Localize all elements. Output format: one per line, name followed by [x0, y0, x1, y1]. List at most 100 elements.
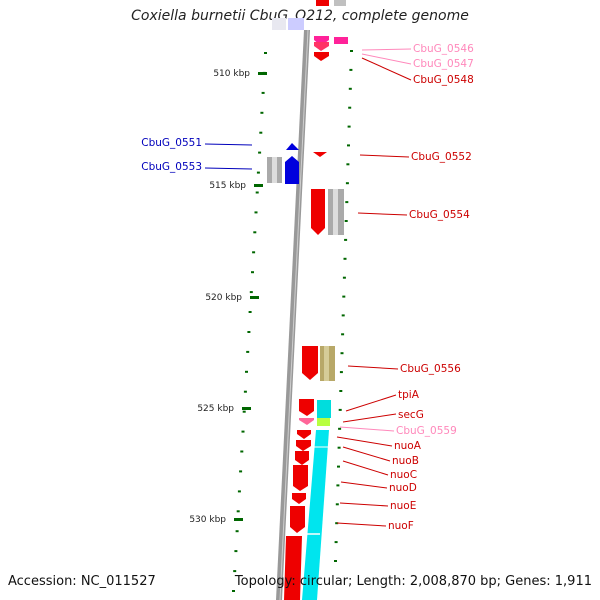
track-dot [345, 201, 349, 204]
track-dot [251, 271, 254, 274]
feature-nuof[interactable] [290, 506, 305, 533]
track-dot [247, 331, 251, 333]
gene-label-nuod[interactable]: nuoD [389, 482, 417, 494]
scale-tick-label: 515 kbp [209, 181, 246, 191]
gene-label-cbug-0548[interactable]: CbuG_0548 [413, 74, 474, 86]
feature-cbug-0553[interactable] [285, 156, 299, 184]
track-dot [341, 333, 345, 336]
track-dot [252, 251, 256, 254]
feature-cyan-tpia[interactable] [317, 400, 331, 418]
track-dot [233, 570, 237, 573]
scale-tick-mark [250, 296, 259, 299]
feature-top-lavender-left[interactable] [272, 18, 286, 30]
track-dot [241, 430, 245, 433]
track-dot [235, 530, 239, 533]
feature-top-grey[interactable] [334, 0, 346, 6]
track-dot [349, 68, 353, 71]
scale-tick-mark [234, 518, 243, 521]
label-leader-line [347, 365, 399, 370]
gene-label-nuob[interactable]: nuoB [392, 455, 419, 467]
gene-label-cbug-0546[interactable]: CbuG_0546 [413, 43, 474, 55]
gene-label-cbug-0552[interactable]: CbuG_0552 [411, 151, 472, 163]
label-leader-line [339, 502, 389, 507]
track-dot [347, 125, 351, 128]
feature-top-red[interactable] [316, 0, 329, 6]
feature-cbug-0554[interactable] [311, 189, 325, 235]
gene-label-cbug-0559[interactable]: CbuG_0559 [396, 425, 457, 437]
label-leader-line [339, 426, 395, 432]
track-dot [334, 560, 337, 562]
gene-label-nuoa[interactable]: nuoA [394, 440, 422, 452]
label-leader-line [359, 154, 410, 158]
scale-tick-mark [242, 407, 251, 410]
track-dot [347, 144, 350, 147]
label-leader-line [342, 446, 391, 462]
label-leader-line [342, 413, 397, 423]
feature-cyan-long[interactable] [302, 430, 329, 600]
feature-cbug-0551[interactable] [286, 143, 299, 150]
track-dot [350, 50, 353, 52]
feature-nuod[interactable] [293, 465, 308, 491]
feature-nuob[interactable] [296, 440, 311, 451]
track-dot [239, 470, 243, 473]
scale-ticks: 510 kbp 515 kbp 520 kbp 525 kbp 530 kbp [189, 69, 267, 525]
gene-label-cbug-0556[interactable]: CbuG_0556 [400, 363, 461, 375]
feature-grey-0552-shine[interactable] [272, 157, 277, 183]
scale-tick-mark [258, 72, 267, 75]
feature-nuoa[interactable] [297, 430, 311, 439]
gene-label-secg[interactable]: secG [398, 409, 424, 421]
track-dot [240, 450, 244, 453]
gene-labels[interactable]: CbuG_0551 CbuG_0553 CbuG_0546 CbuG_0547 CbuG… [141, 43, 474, 532]
feature-secg[interactable] [299, 418, 314, 425]
backbone-highlight [279, 29, 309, 600]
track-dot [344, 238, 348, 241]
track-dot [234, 550, 238, 553]
feature-cbug-0546[interactable] [314, 36, 329, 46]
gene-label-cbug-0553[interactable]: CbuG_0553 [141, 161, 202, 173]
feature-cbug-0548[interactable] [314, 52, 329, 61]
feature-tpia[interactable] [299, 399, 314, 416]
track-dot [259, 131, 263, 134]
gene-features[interactable] [267, 0, 348, 600]
track-dot [236, 510, 240, 513]
track-dot [337, 465, 340, 468]
feature-cbug-0546b[interactable] [314, 42, 329, 51]
feature-grey-0555-shine[interactable] [333, 189, 338, 235]
track-dot [341, 314, 345, 317]
track-dot [342, 276, 346, 279]
gene-label-tpia[interactable]: tpiA [398, 389, 420, 401]
track-dot [261, 91, 265, 94]
backbone-layer [276, 29, 310, 600]
feature-nuoe[interactable] [292, 493, 306, 504]
gene-label-nuoe[interactable]: nuoE [390, 500, 416, 512]
feature-cbug-0552[interactable] [313, 152, 327, 157]
gene-label-cbug-0547[interactable]: CbuG_0547 [413, 58, 474, 70]
feature-olive-shine[interactable] [324, 346, 329, 381]
label-leader-line [204, 167, 253, 170]
accession-label: Accession: NC_011527 [8, 574, 156, 589]
track-dot [256, 171, 260, 174]
label-leader-line [336, 522, 387, 527]
scale-tick-mark [254, 184, 263, 187]
track-dot [348, 87, 352, 90]
scale-tick-label: 525 kbp [197, 404, 234, 414]
track-dot [254, 211, 258, 214]
feature-cbug-0556[interactable] [302, 346, 318, 380]
gene-label-cbug-0551[interactable]: CbuG_0551 [141, 137, 202, 149]
scale-tick-label: 510 kbp [213, 69, 250, 79]
feature-cbug-0547-pink[interactable] [334, 37, 348, 44]
track-dot [264, 52, 267, 54]
feature-top-lavender[interactable] [288, 18, 304, 30]
feature-bottom-red[interactable] [284, 536, 302, 600]
gene-label-cbug-0554[interactable]: CbuG_0554 [409, 209, 470, 221]
track-dot [237, 490, 241, 493]
map-title: Coxiella burnetii CbuG_Q212, complete ge… [131, 8, 469, 24]
feature-nuoc[interactable] [295, 451, 309, 465]
feature-lime-secg[interactable] [317, 418, 330, 426]
track-dot [232, 590, 235, 592]
gene-label-nuoc[interactable]: nuoC [390, 469, 417, 481]
gene-label-nuof[interactable]: nuoF [388, 520, 414, 532]
track-dot [340, 352, 344, 355]
